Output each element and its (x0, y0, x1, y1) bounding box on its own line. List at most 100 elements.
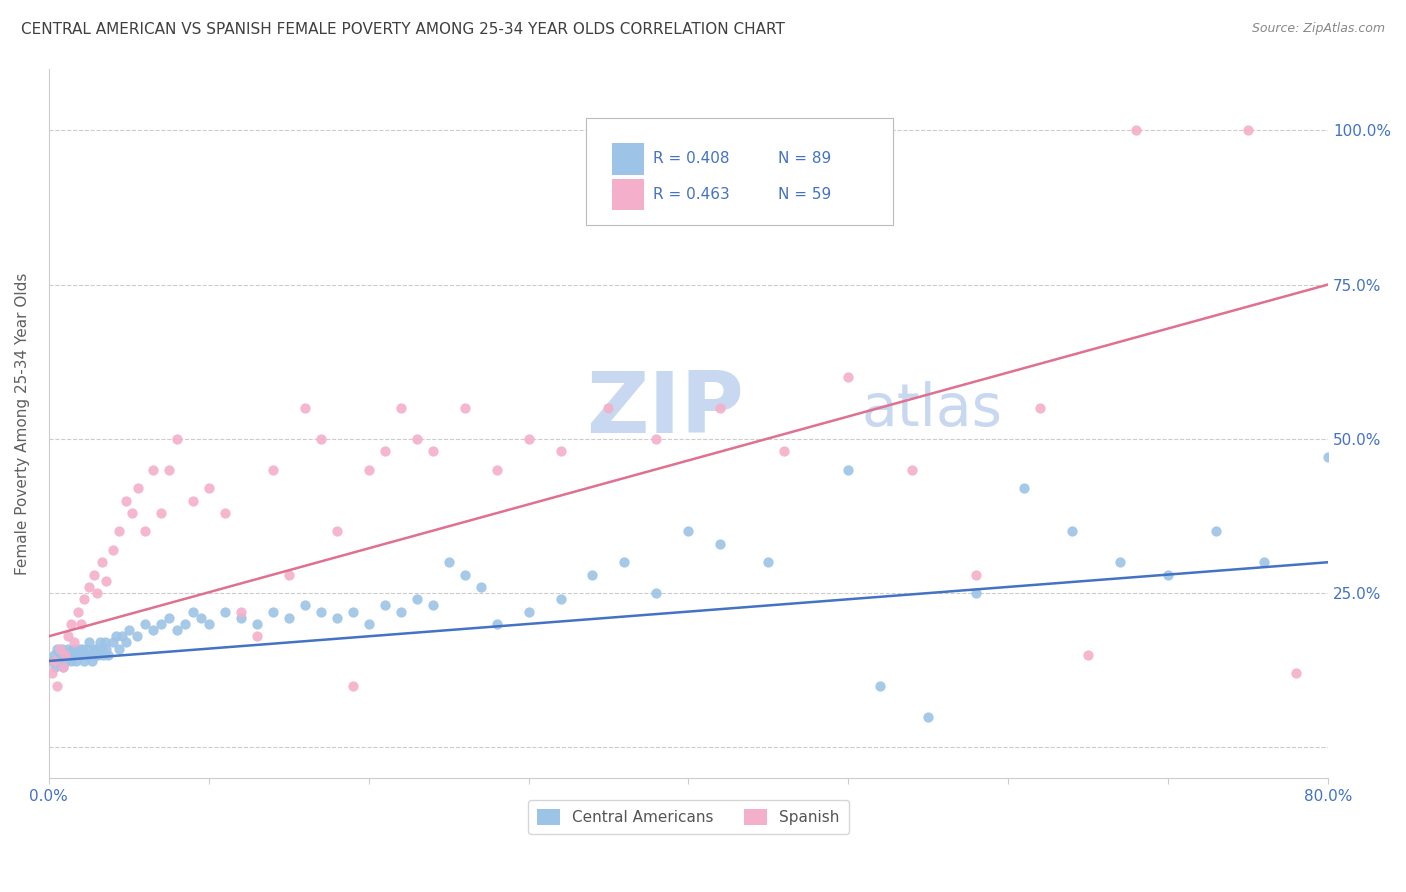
Point (51, 641, 73, 656)
Point (41, 654, 63, 668)
Point (87, 648, 110, 662)
Point (550, 592, 572, 607)
Point (52, 660, 75, 674)
Point (91, 648, 114, 662)
Point (485, 616, 508, 631)
Text: N = 89: N = 89 (778, 151, 831, 166)
Point (96, 574, 118, 588)
Point (56, 629, 79, 643)
Point (65, 654, 87, 668)
Point (76, 641, 98, 656)
Point (101, 635, 124, 649)
Point (104, 629, 127, 643)
Point (52, 660, 75, 674)
Point (181, 493, 204, 508)
Point (125, 629, 148, 643)
Point (309, 432, 332, 446)
Point (41, 666, 63, 681)
Point (45, 641, 67, 656)
Point (72, 641, 94, 656)
Point (134, 616, 156, 631)
Text: R = 0.463: R = 0.463 (652, 186, 730, 202)
Point (44, 660, 66, 674)
Point (63, 648, 86, 662)
Text: Source: ZipAtlas.com: Source: ZipAtlas.com (1251, 22, 1385, 36)
Point (190, 611, 212, 625)
Legend: Central Americans, Spanish: Central Americans, Spanish (527, 800, 849, 834)
Point (453, 401, 475, 415)
Point (114, 493, 136, 508)
Point (645, 586, 668, 600)
Point (917, 709, 939, 723)
Point (53, 648, 76, 662)
Point (1317, 450, 1340, 465)
Point (79, 648, 101, 662)
Point (389, 605, 412, 619)
Point (453, 567, 475, 582)
Point (758, 555, 780, 569)
Point (53, 648, 76, 662)
Point (86, 641, 108, 656)
Point (114, 635, 136, 649)
Point (121, 506, 143, 520)
Point (837, 370, 859, 384)
Point (485, 463, 508, 477)
Point (773, 444, 796, 458)
Point (111, 629, 134, 643)
FancyBboxPatch shape (612, 178, 644, 211)
Point (229, 605, 252, 619)
Point (437, 555, 460, 569)
Point (325, 611, 347, 625)
Point (229, 611, 252, 625)
Point (46, 654, 69, 668)
Point (214, 506, 236, 520)
Point (517, 605, 540, 619)
Point (96, 641, 118, 656)
Point (837, 463, 859, 477)
Point (1109, 555, 1132, 569)
Point (58, 648, 80, 662)
Point (965, 567, 987, 582)
Point (149, 616, 172, 631)
Point (93, 635, 115, 649)
Point (405, 432, 427, 446)
Point (389, 401, 412, 415)
Point (422, 599, 444, 613)
Point (246, 616, 269, 631)
Point (173, 616, 195, 631)
Point (1077, 648, 1099, 662)
Point (1125, 123, 1147, 137)
Point (142, 623, 165, 637)
Point (374, 599, 396, 613)
Point (66, 605, 89, 619)
Point (342, 605, 364, 619)
Point (77, 635, 100, 649)
Point (325, 524, 347, 539)
Point (101, 542, 124, 557)
Point (90, 641, 112, 656)
Point (342, 679, 364, 693)
Point (84, 648, 107, 662)
Point (357, 616, 380, 631)
Point (45, 679, 67, 693)
Point (55, 654, 77, 668)
Point (262, 605, 284, 619)
Point (118, 623, 141, 637)
Point (309, 605, 332, 619)
Point (157, 463, 180, 477)
Point (166, 623, 188, 637)
Point (127, 481, 149, 495)
Point (49, 648, 72, 662)
Point (869, 679, 891, 693)
Point (73, 592, 96, 607)
Point (1062, 524, 1084, 539)
Point (197, 616, 219, 631)
Point (86, 586, 108, 600)
Y-axis label: Female Poverty Among 25-34 Year Olds: Female Poverty Among 25-34 Year Olds (15, 272, 30, 574)
Point (108, 524, 131, 539)
Point (49, 641, 72, 656)
Point (422, 444, 444, 458)
Point (1205, 524, 1227, 539)
Point (166, 432, 188, 446)
Point (42, 654, 65, 668)
